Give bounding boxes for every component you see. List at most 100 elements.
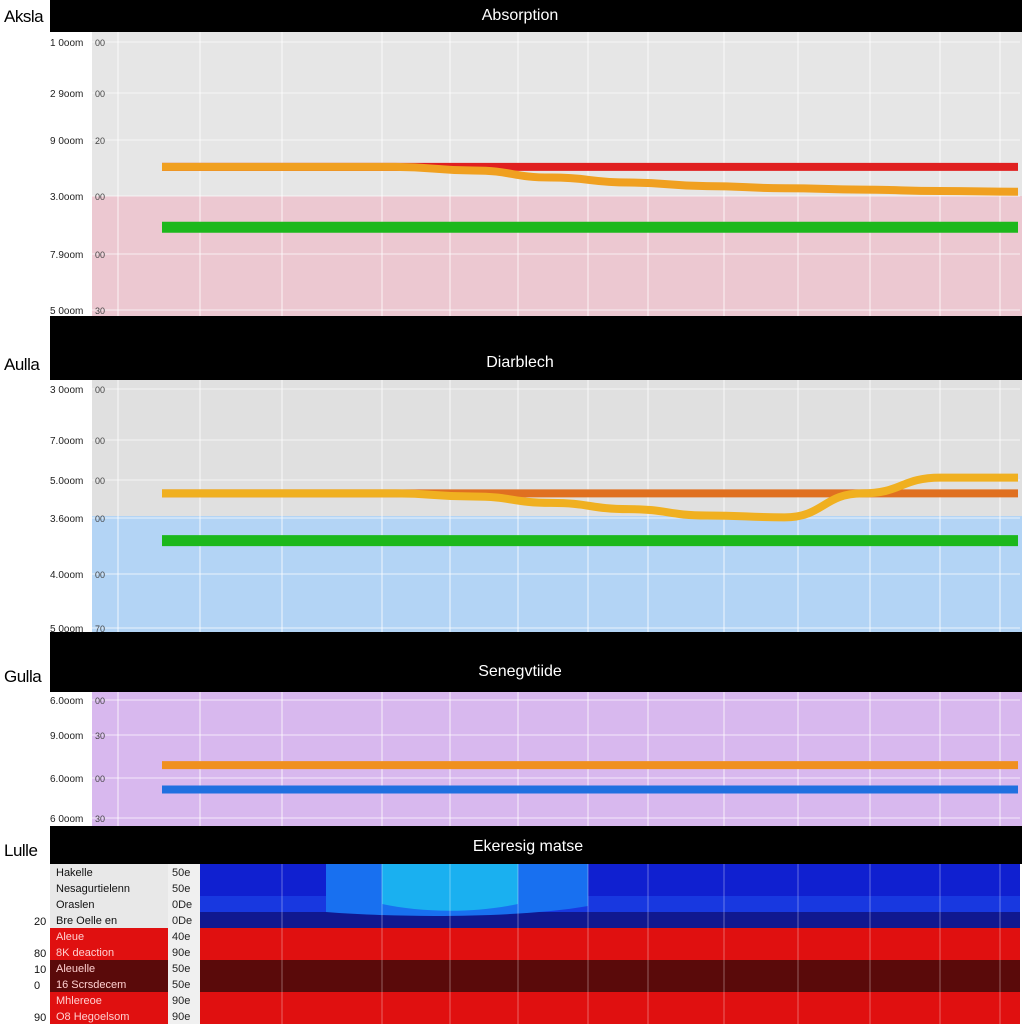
y-tick-secondary: 00 — [95, 38, 105, 48]
y-tick-label: 9.0oom — [50, 731, 83, 742]
row-value: 0De — [172, 899, 192, 911]
y-tick-secondary: 30 — [95, 731, 105, 741]
heatmap-cell — [200, 912, 1020, 928]
row-number: 0 — [34, 980, 40, 992]
y-tick-label: 2 9oom — [50, 89, 83, 100]
row-value-cell — [168, 928, 200, 944]
row-label: 8K deaction — [56, 947, 114, 959]
y-tick-secondary: 00 — [95, 476, 105, 486]
panel-title: Diarblech — [486, 354, 554, 371]
y-tick-secondary: 00 — [95, 192, 105, 202]
y-tick-secondary: 00 — [95, 89, 105, 99]
row-number: 90 — [34, 1012, 46, 1024]
panel-3: Senegvtiide Gulla 6.0oom 00 9.0oom 30 6.0oom 00… — [4, 632, 1022, 834]
y-tick-secondary: 20 — [95, 136, 105, 146]
row-label-cell — [50, 960, 168, 976]
row-value-cell — [168, 880, 200, 896]
y-tick-secondary: 00 — [95, 436, 105, 446]
heatmap-row: Aleuelle 50e 10 — [34, 960, 1020, 976]
row-label-cell — [50, 864, 168, 880]
panel-title: Ekeresig matse — [473, 838, 583, 855]
panel-header-bar — [50, 0, 1022, 32]
panel-title: Senegvtiide — [478, 663, 562, 680]
series-line-2 — [161, 162, 1019, 196]
y-tick-secondary: 30 — [95, 306, 105, 316]
y-tick-label: 6.0oom — [50, 774, 83, 785]
row-label-cell — [50, 896, 168, 912]
heatmap-cell — [200, 928, 1020, 944]
row-label-cell — [50, 944, 168, 960]
row-value-cell — [168, 944, 200, 960]
row-label-cell — [50, 1008, 168, 1024]
y-tick-secondary: 00 — [95, 570, 105, 580]
y-tick-secondary: 70 — [95, 624, 105, 634]
row-label: Mhlereoe — [56, 995, 102, 1007]
row-label-cell — [50, 928, 168, 944]
row-value: 0De — [172, 915, 192, 927]
panel-header-bar — [50, 632, 1022, 692]
row-label: Aleue — [56, 931, 84, 943]
y-tick-label: 5 0oom — [50, 624, 83, 635]
heatmap-cell — [200, 864, 1020, 880]
y-tick-label: 6.0oom — [50, 696, 83, 707]
row-label-cell — [50, 912, 168, 928]
row-label: O8 Hegoelsom — [56, 1011, 129, 1023]
row-number: 20 — [34, 916, 46, 928]
row-value-cell — [168, 912, 200, 928]
row-number: 80 — [34, 948, 46, 960]
y-tick-secondary: 00 — [95, 385, 105, 395]
y-tick-label: 6 0oom — [50, 814, 83, 825]
y-tick-label: 3.0oom — [50, 192, 83, 203]
panel-2: Diarblech Aulla 3 0oom 00 7.0oom 00 5.0oom 00 3.… — [4, 316, 1022, 640]
heatmap-row: Mhlereoe 90e — [50, 992, 1020, 1008]
heatmap-row: O8 Hegoelsom 90e 90 — [34, 1008, 1020, 1024]
row-label: Hakelle — [56, 867, 93, 879]
panel-header-bar — [50, 316, 1022, 380]
y-tick-label: 9 0oom — [50, 136, 83, 147]
series-line-2 — [162, 473, 1018, 522]
row-value: 50e — [172, 963, 190, 975]
y-tick-label: 5 0oom — [50, 306, 83, 317]
y-tick-secondary: 00 — [95, 250, 105, 260]
heatmap-cell — [200, 976, 1020, 992]
row-value-cell — [168, 976, 200, 992]
heatmap-cell — [200, 944, 1020, 960]
plot-band — [92, 196, 1022, 316]
row-value: 50e — [172, 867, 190, 879]
row-value: 90e — [172, 1011, 190, 1023]
row-label-cell — [50, 992, 168, 1008]
row-value: 50e — [172, 883, 190, 895]
panel-title: Absorption — [482, 7, 559, 24]
plot-band — [92, 692, 1022, 826]
row-label: Nesagurtielenn — [56, 883, 130, 895]
row-label-cell — [50, 880, 168, 896]
y-tick-label: 4.0oom — [50, 570, 83, 581]
panel-4: Ekeresig matse Lulle Hakelle 50e Nesagurtiel… — [4, 826, 1022, 1024]
heatmap-row: Aleue 40e — [50, 928, 1020, 944]
row-label: Oraslen — [56, 899, 95, 911]
row-value-cell — [168, 896, 200, 912]
heatmap-cell — [200, 960, 1020, 976]
heatmap-cell — [200, 992, 1020, 1008]
row-value: 50e — [172, 979, 190, 991]
y-tick-label: 5.0oom — [50, 476, 83, 487]
heatmap-highlight-inner — [382, 864, 518, 911]
y-tick-secondary: 30 — [95, 814, 105, 824]
heatmap-row: Bre Oelle en 0De 20 — [34, 912, 1020, 928]
heatmap-row: 8K deaction 90e 80 — [34, 944, 1020, 960]
y-tick-label: 1 0oom — [50, 38, 83, 49]
row-value-cell — [168, 960, 200, 976]
panel-side-label: Aksla — [4, 7, 44, 26]
row-value-cell — [168, 992, 200, 1008]
y-tick-secondary: 00 — [95, 696, 105, 706]
y-tick-label: 3 0oom — [50, 385, 83, 396]
y-tick-secondary: 00 — [95, 514, 105, 524]
row-value: 40e — [172, 931, 190, 943]
heatmap-cell — [200, 880, 1020, 896]
y-tick-label: 3.6oom — [50, 514, 83, 525]
heatmap-row: 16 Scrsdecem 50e 0 — [34, 976, 1020, 992]
panel-side-label: Aulla — [4, 355, 40, 374]
row-value-cell — [168, 864, 200, 880]
panel-side-label: Gulla — [4, 667, 42, 686]
